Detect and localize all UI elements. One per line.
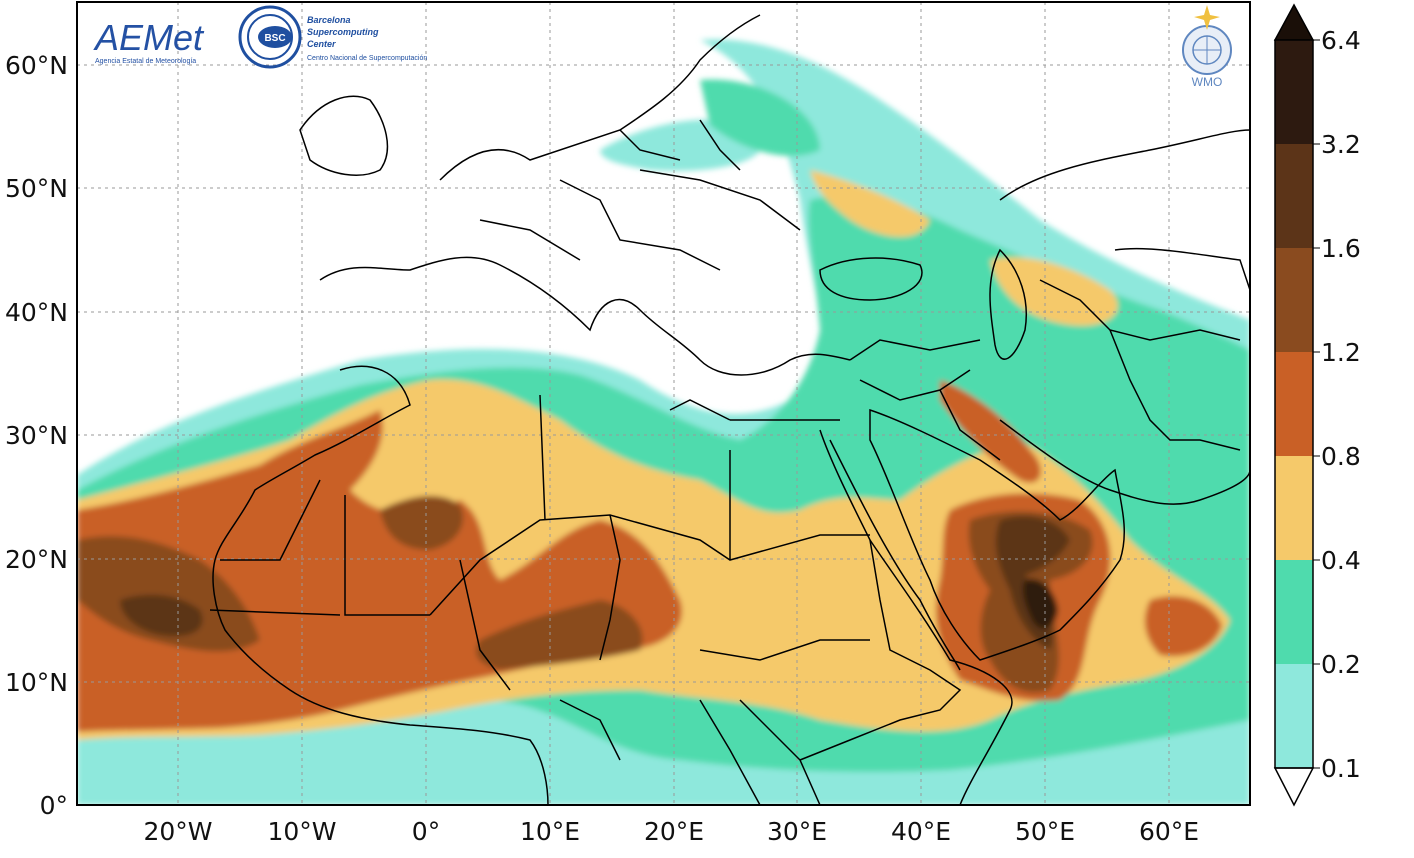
colorbar-label-0-1: 0.1: [1321, 754, 1361, 783]
colorbar-label-1-2: 1.2: [1321, 338, 1361, 367]
lon-label-10w: 10°W: [267, 817, 336, 846]
aemet-subtitle: Agencia Estatal de Meteorología: [95, 58, 196, 65]
dust-level-0-8d: [940, 380, 1041, 483]
dust-level-0-8c: [1144, 596, 1222, 657]
colorbar-label-0-2: 0.2: [1321, 650, 1361, 679]
dust-level-0-4c: [810, 170, 930, 237]
lat-label-40: 40°N: [5, 298, 68, 327]
dust-level-1-6b: [995, 516, 1070, 650]
bsc-line1: Barcelona: [307, 15, 351, 25]
lat-label-50: 50°N: [5, 174, 68, 203]
lon-label-20w: 20°W: [143, 817, 212, 846]
colorbar: 6.4 3.2 1.6 1.2 0.8 0.4 0.2 0.1: [1273, 3, 1361, 807]
colorbar-bin-1-6: [1275, 248, 1313, 352]
lon-label-60e: 60°E: [1139, 817, 1199, 846]
coastlines: [209, 14, 1250, 805]
colorbar-bottom-arrow: [1273, 767, 1315, 807]
lat-label-20: 20°N: [5, 545, 68, 574]
lon-label-30e: 30°E: [767, 817, 827, 846]
colorbar-bin-1-2: [1275, 352, 1313, 456]
colorbar-bin-0-2: [1275, 664, 1313, 768]
aemet-wordmark: AEMet: [93, 17, 205, 58]
wmo-star-icon: [1194, 5, 1220, 30]
colorbar-bin-0-8: [1275, 456, 1313, 560]
bsc-emblem-icon: [238, 5, 302, 69]
lon-label-50e: 50°E: [1015, 817, 1075, 846]
bsc-line4: Centro Nacional de Supercomputación: [307, 55, 427, 62]
dust-level-0-4b: [990, 257, 1118, 326]
bsc-badge: BSC: [264, 33, 285, 44]
map-panel: [77, 2, 1250, 805]
colorbar-label-0-4: 0.4: [1321, 546, 1361, 575]
bsc-line2: Supercomputing: [307, 27, 379, 37]
dust-level-1-2b: [476, 600, 643, 670]
colorbar-bin-0-4: [1275, 560, 1313, 664]
graticule: [77, 2, 1250, 805]
aemet-logo: AEMet Agencia Estatal de Meteorología: [93, 17, 205, 65]
dust-level-3-2: [1022, 579, 1058, 629]
lon-label-0: 0°: [412, 817, 440, 846]
colorbar-label-3-2: 3.2: [1321, 130, 1361, 159]
dust-level-1-6: [120, 594, 203, 637]
colorbar-bin-6-4: [1275, 40, 1313, 144]
bsc-logo: BSC Barcelona Supercomputing Center Cent…: [238, 5, 427, 69]
lat-label-60: 60°N: [5, 51, 68, 80]
colorbar-label-6-4: 6.4: [1321, 26, 1361, 55]
lon-label-20e: 20°E: [644, 817, 704, 846]
wmo-text: WMO: [1192, 75, 1223, 89]
longitude-labels: 20°W 10°W 0° 10°E 20°E 30°E 40°E 50°E 60…: [143, 817, 1199, 846]
colorbar-top-arrow: [1273, 3, 1315, 41]
lat-label-30: 30°N: [5, 421, 68, 450]
lat-label-10: 10°N: [5, 668, 68, 697]
bsc-line3: Center: [307, 39, 336, 49]
colorbar-label-0-8: 0.8: [1321, 442, 1361, 471]
map-frame: [76, 1, 1251, 806]
latitude-labels: 60°N 50°N 40°N 30°N 20°N 10°N 0°: [5, 51, 68, 820]
dust-field: [77, 39, 1250, 805]
dust-level-1-2c: [380, 495, 464, 550]
lon-label-40e: 40°E: [891, 817, 951, 846]
dust-level-1-2: [77, 536, 260, 652]
wmo-logo: WMO: [1182, 5, 1232, 89]
lat-label-0: 0°: [40, 791, 68, 820]
colorbar-label-1-6: 1.6: [1321, 234, 1361, 263]
lon-label-10e: 10°E: [520, 817, 580, 846]
dust-level-0-2b: [700, 79, 820, 156]
colorbar-bin-3-2: [1275, 144, 1313, 248]
